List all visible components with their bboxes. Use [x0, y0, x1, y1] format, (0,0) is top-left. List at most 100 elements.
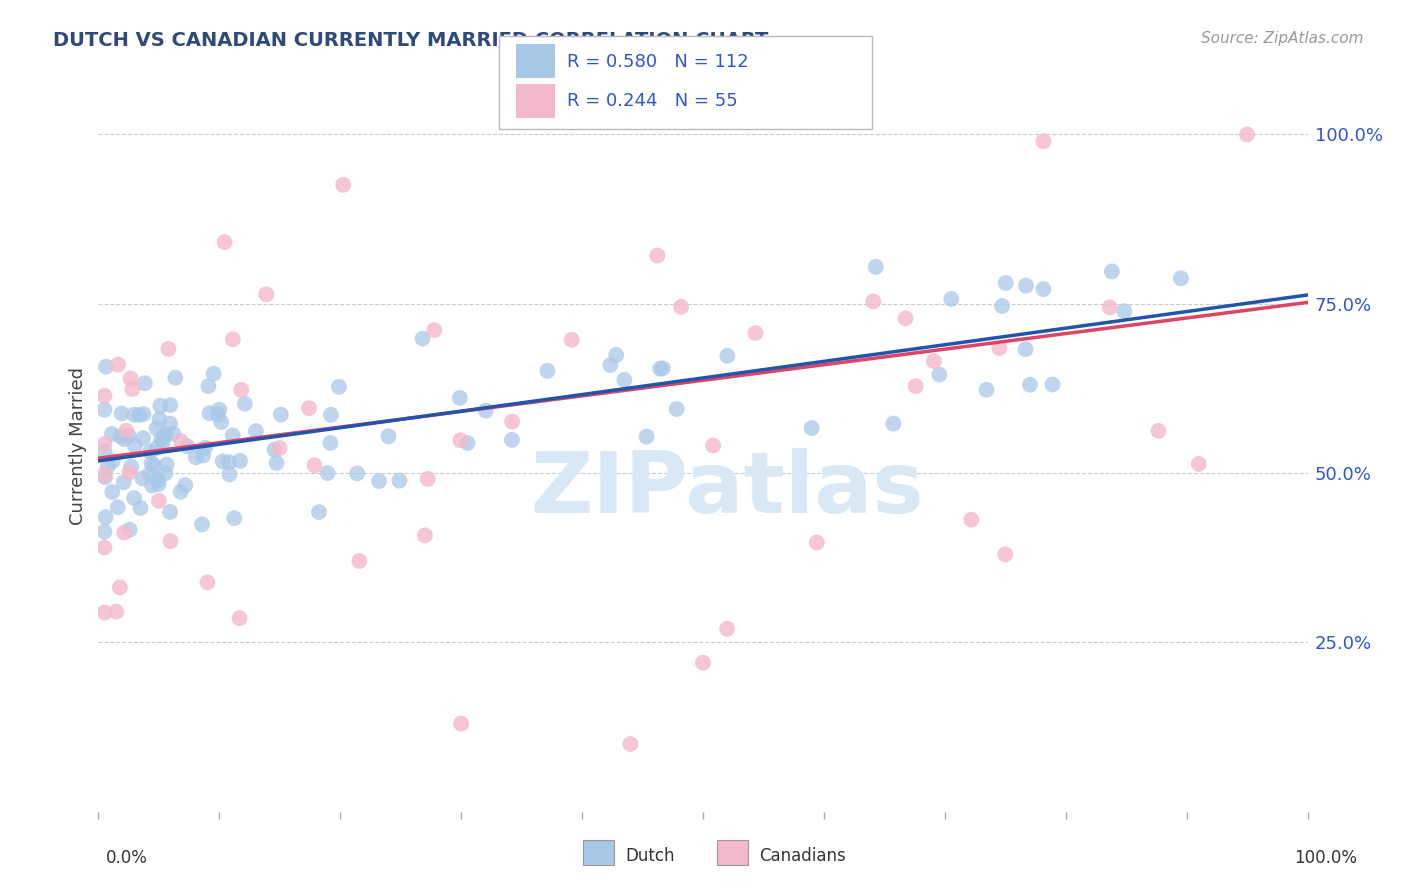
- Point: [146, 473, 169, 487]
- Point: [105, 605, 128, 619]
- Text: R = 0.580   N = 112: R = 0.580 N = 112: [567, 53, 748, 70]
- Point: [716, 622, 738, 636]
- Point: [141, 456, 163, 470]
- Point: [224, 511, 246, 525]
- Point: [169, 484, 191, 499]
- Point: [266, 456, 288, 470]
- Point: [202, 367, 225, 381]
- Point: [231, 383, 253, 397]
- Point: [120, 459, 142, 474]
- Point: [941, 292, 963, 306]
- Point: [112, 525, 135, 540]
- Text: 0.0%: 0.0%: [105, 849, 148, 867]
- Point: [388, 474, 411, 488]
- Point: [800, 421, 823, 435]
- Point: [349, 554, 371, 568]
- Point: [101, 426, 124, 441]
- Point: [132, 407, 155, 421]
- Point: [107, 500, 129, 515]
- Point: [156, 458, 179, 472]
- Point: [316, 466, 339, 480]
- Point: [702, 439, 724, 453]
- Point: [501, 415, 523, 429]
- Point: [162, 426, 184, 441]
- Point: [1032, 282, 1054, 296]
- Point: [413, 528, 436, 542]
- Point: [93, 437, 115, 451]
- Point: [744, 326, 766, 340]
- Point: [150, 432, 173, 446]
- Point: [304, 458, 326, 473]
- Point: [124, 439, 146, 453]
- Text: Source: ZipAtlas.com: Source: ZipAtlas.com: [1201, 31, 1364, 46]
- Point: [122, 408, 145, 422]
- Point: [647, 248, 669, 262]
- Point: [122, 491, 145, 505]
- Point: [928, 368, 950, 382]
- Point: [93, 606, 115, 620]
- Point: [1015, 278, 1038, 293]
- Point: [208, 402, 231, 417]
- Point: [449, 391, 471, 405]
- Point: [1147, 424, 1170, 438]
- Point: [233, 397, 256, 411]
- Point: [94, 359, 117, 374]
- Point: [159, 534, 181, 549]
- Point: [269, 441, 291, 455]
- Point: [159, 505, 181, 519]
- Point: [145, 441, 167, 455]
- Point: [93, 467, 115, 482]
- Text: ZIPatlas: ZIPatlas: [530, 449, 924, 532]
- Point: [806, 535, 828, 549]
- Point: [155, 427, 177, 442]
- Point: [228, 611, 250, 625]
- Point: [1188, 457, 1211, 471]
- Y-axis label: Currently Married: Currently Married: [69, 367, 87, 525]
- Point: [991, 299, 1014, 313]
- Point: [328, 380, 350, 394]
- Point: [191, 517, 214, 532]
- Point: [1236, 128, 1258, 142]
- Point: [134, 376, 156, 391]
- Point: [152, 428, 174, 442]
- Point: [450, 716, 472, 731]
- Point: [994, 276, 1017, 290]
- Point: [108, 581, 131, 595]
- Point: [139, 444, 162, 458]
- Point: [93, 402, 115, 417]
- Point: [332, 178, 354, 192]
- Point: [254, 287, 277, 301]
- Point: [377, 429, 399, 443]
- Point: [1014, 342, 1036, 356]
- Point: [111, 406, 134, 420]
- Point: [862, 294, 884, 309]
- Point: [619, 737, 641, 751]
- Point: [165, 370, 187, 384]
- Point: [1098, 301, 1121, 315]
- Point: [115, 424, 138, 438]
- Point: [118, 523, 141, 537]
- Point: [107, 358, 129, 372]
- Point: [882, 417, 904, 431]
- Point: [650, 361, 672, 376]
- Point: [599, 358, 621, 372]
- Point: [148, 412, 170, 426]
- Text: Canadians: Canadians: [759, 847, 846, 865]
- Point: [298, 401, 321, 416]
- Point: [988, 341, 1011, 355]
- Point: [194, 441, 217, 455]
- Point: [118, 466, 141, 480]
- Point: [1170, 271, 1192, 285]
- Point: [128, 408, 150, 422]
- Point: [148, 494, 170, 508]
- Point: [218, 455, 240, 469]
- Point: [198, 406, 221, 420]
- Point: [665, 402, 688, 417]
- Text: R = 0.244   N = 55: R = 0.244 N = 55: [567, 92, 737, 111]
- Point: [131, 471, 153, 485]
- Point: [270, 408, 292, 422]
- Point: [152, 435, 174, 450]
- Point: [101, 485, 124, 500]
- Point: [176, 439, 198, 453]
- Point: [120, 371, 142, 385]
